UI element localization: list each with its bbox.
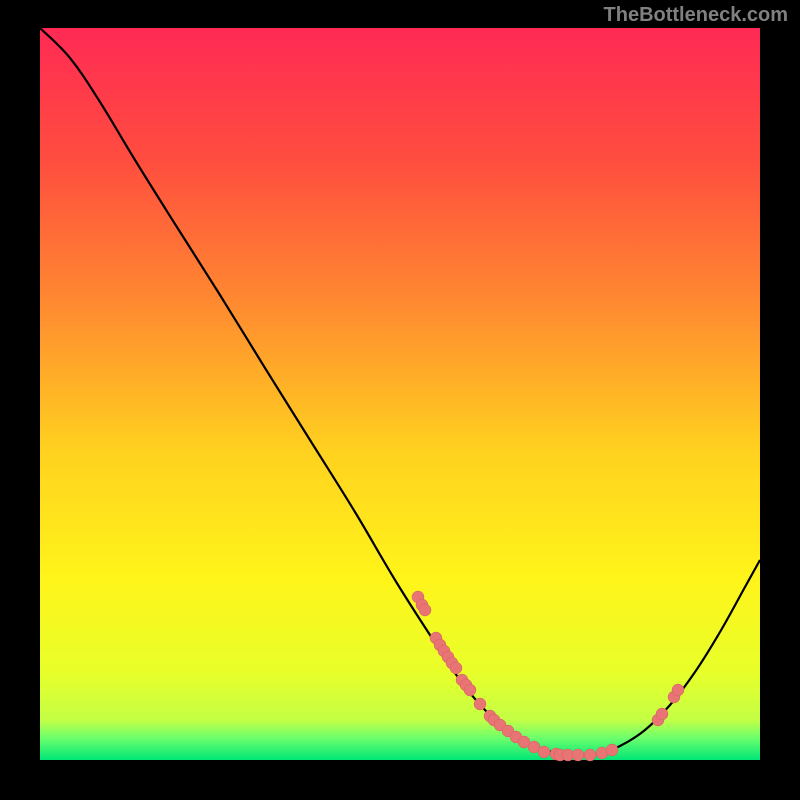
data-marker xyxy=(672,684,684,696)
data-marker xyxy=(606,744,618,756)
data-marker xyxy=(572,749,584,761)
bottleneck-chart xyxy=(0,0,800,800)
watermark-text: TheBottleneck.com xyxy=(604,4,788,27)
data-marker xyxy=(464,684,476,696)
data-marker xyxy=(419,604,431,616)
data-marker xyxy=(538,746,550,758)
data-marker xyxy=(656,708,668,720)
data-marker xyxy=(450,662,462,674)
chart-container: TheBottleneck.com xyxy=(0,0,800,800)
data-marker xyxy=(474,698,486,710)
data-marker xyxy=(584,749,596,761)
plot-background xyxy=(40,28,760,760)
